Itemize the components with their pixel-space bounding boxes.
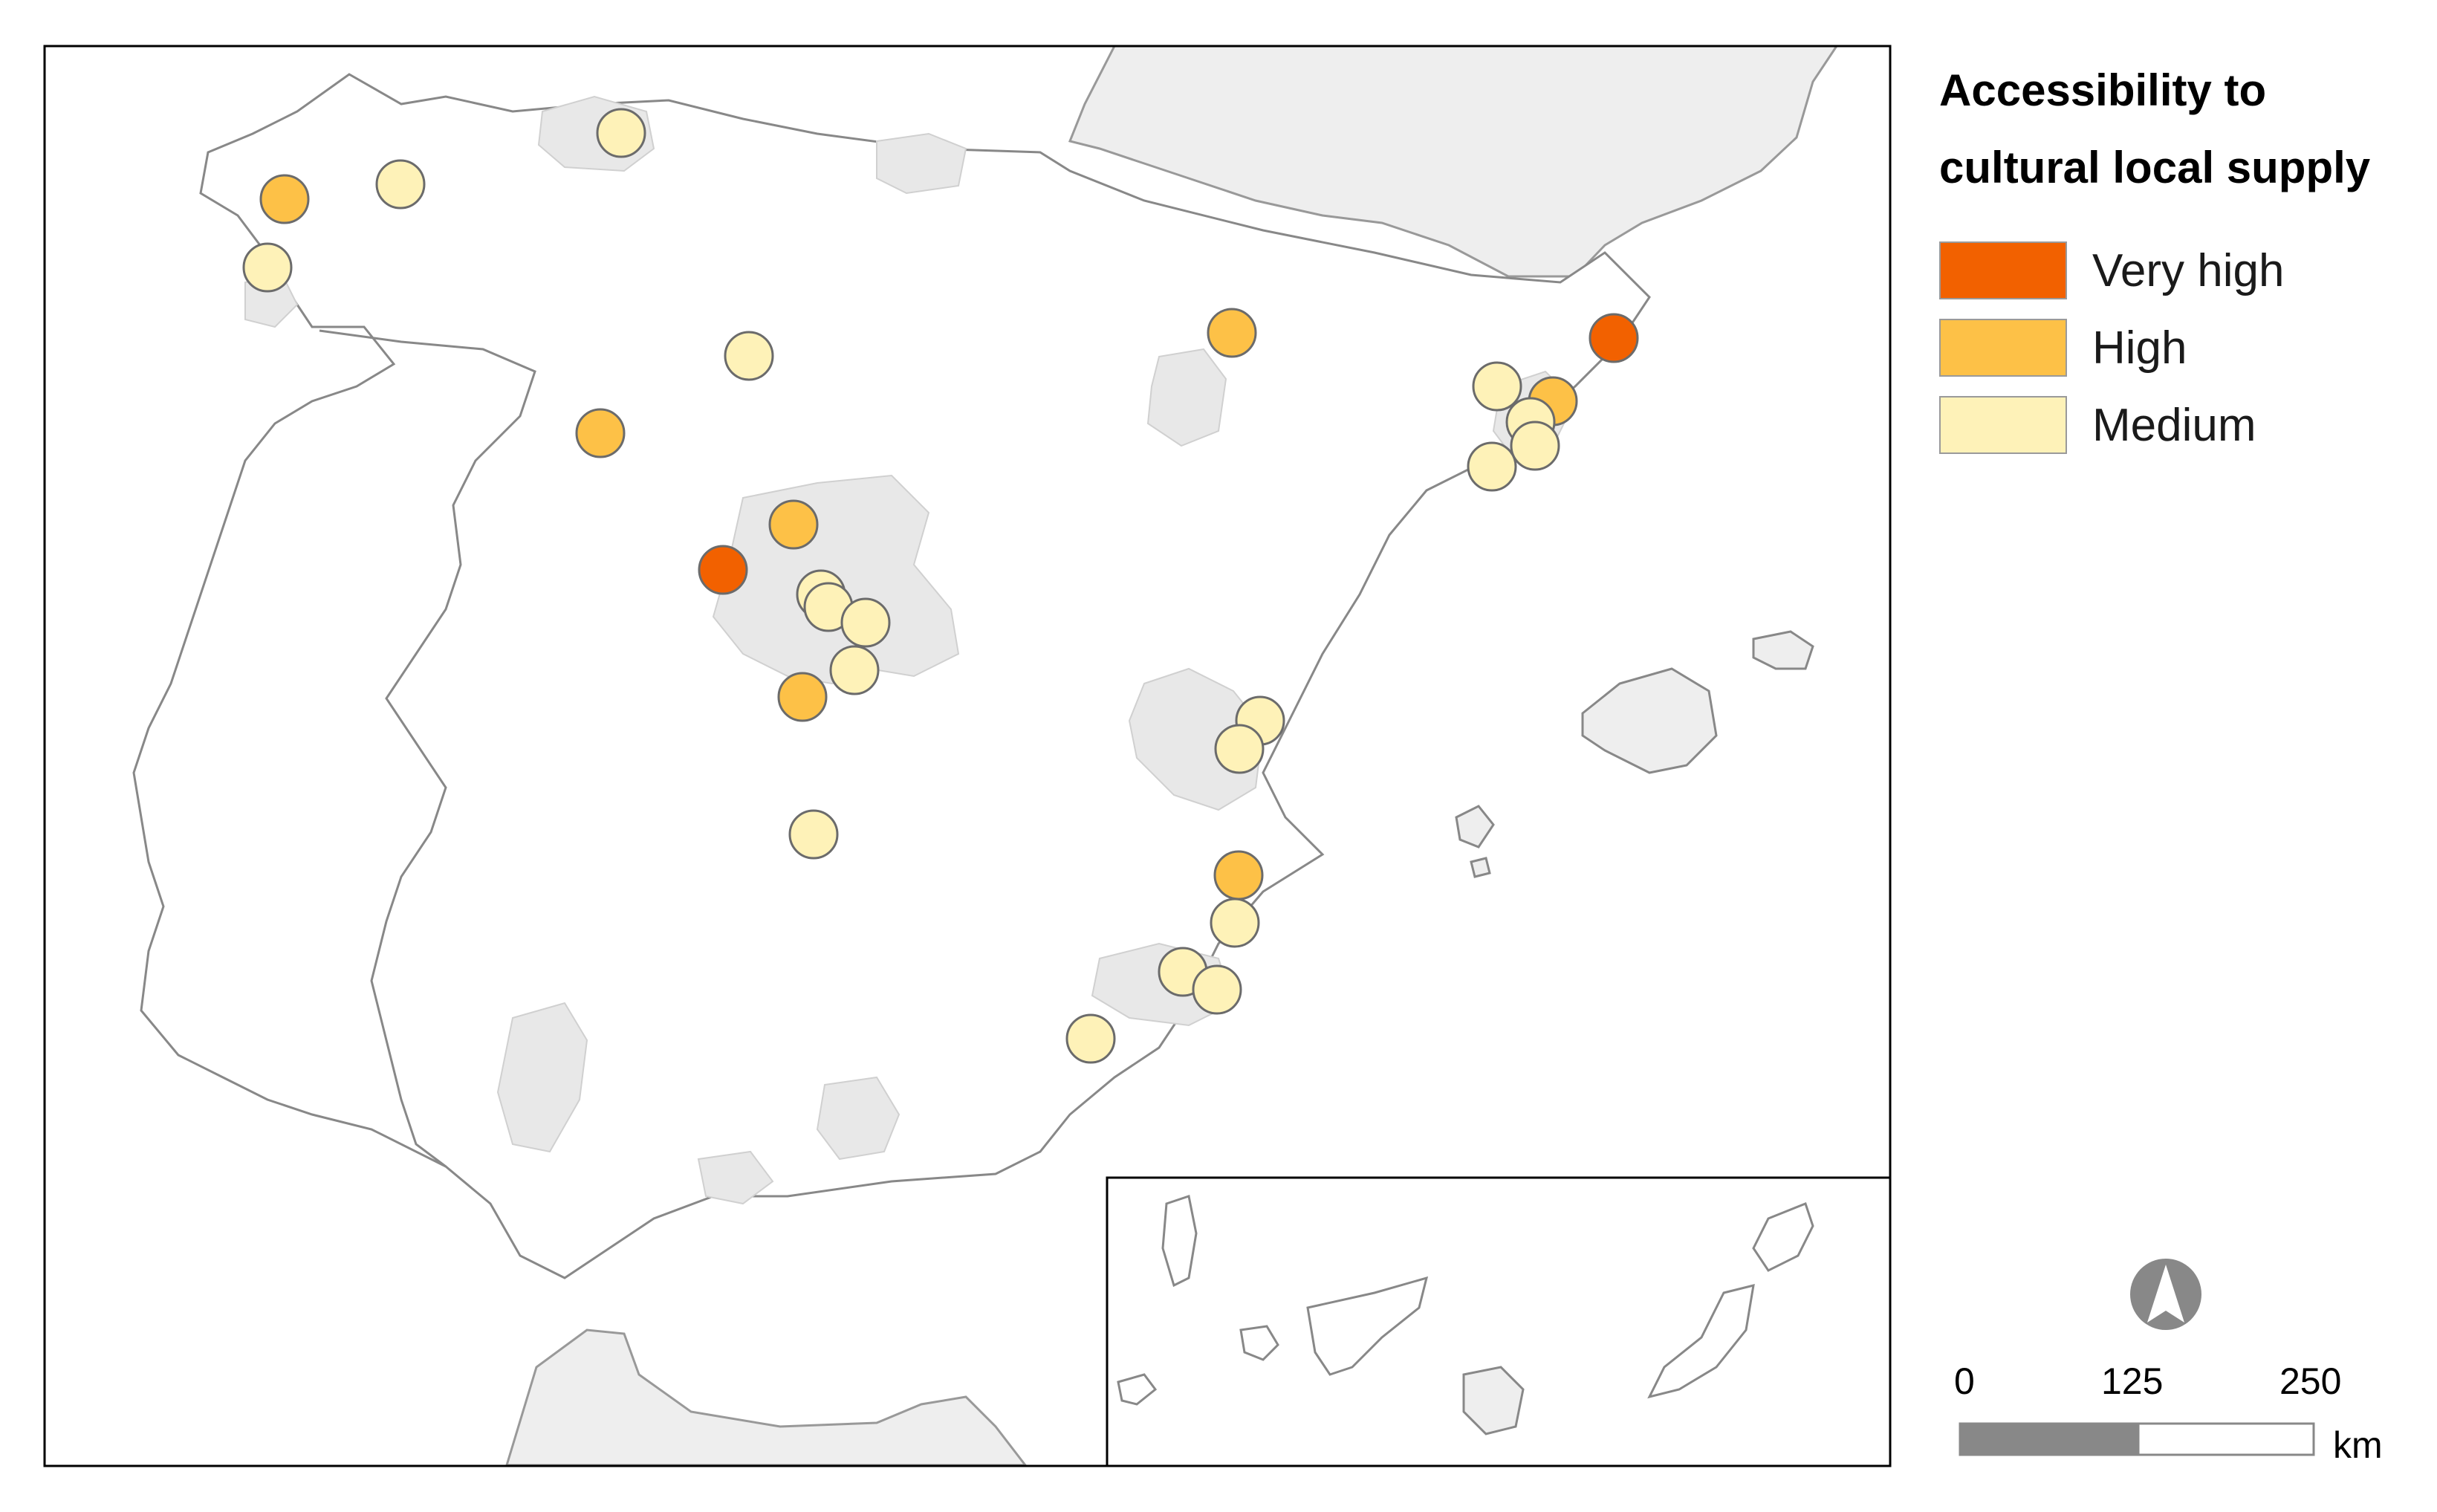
city-marker[interactable] — [1065, 1013, 1116, 1064]
legend-label: Very high — [2092, 244, 2285, 296]
scale-bar: 0 125 250 km — [1939, 1360, 2430, 1479]
gran-canaria-island — [1462, 1366, 1525, 1435]
main-map — [132, 45, 1839, 1467]
urban-area-cantabria — [876, 132, 967, 195]
city-marker[interactable] — [768, 499, 819, 550]
legend-label: High — [2092, 322, 2187, 374]
urban-area-malaga — [697, 1150, 774, 1205]
tenerife-island — [1306, 1276, 1429, 1376]
legend-item-medium: Medium — [1939, 392, 2430, 458]
city-markers — [242, 108, 1639, 1064]
city-marker[interactable] — [777, 672, 828, 722]
legend-title-line2: cultural local supply — [1939, 143, 2371, 192]
lanzarote-island — [1752, 1202, 1814, 1272]
city-marker[interactable] — [1192, 964, 1242, 1015]
la-gomera-island — [1239, 1325, 1279, 1361]
scale-label-250: 250 — [2279, 1360, 2342, 1402]
legend: Accessibility to cultural local supply V… — [1939, 52, 2430, 470]
city-marker[interactable] — [840, 597, 891, 648]
formentera-island — [1470, 857, 1491, 878]
city-marker[interactable] — [259, 174, 310, 224]
france-land — [1068, 45, 1839, 278]
city-marker[interactable] — [788, 809, 839, 860]
legend-title-line1: Accessibility to — [1939, 65, 2267, 115]
portugal-border — [319, 329, 536, 1168]
fuerteventura-island — [1647, 1283, 1755, 1399]
north-arrow-icon — [2130, 1259, 2201, 1330]
el-hierro-island — [1117, 1373, 1158, 1406]
morocco-land — [504, 1328, 1028, 1467]
city-marker[interactable] — [1210, 898, 1260, 948]
city-marker[interactable] — [698, 545, 748, 595]
la-palma-island — [1161, 1195, 1198, 1288]
map-frame — [43, 45, 1892, 1467]
urban-area-seville — [496, 1002, 588, 1153]
city-marker[interactable] — [829, 645, 880, 695]
legend-swatch — [1939, 396, 2067, 454]
scale-bar-graphic — [1959, 1422, 2315, 1456]
city-marker[interactable] — [575, 408, 626, 458]
city-marker[interactable] — [1214, 724, 1265, 774]
city-marker[interactable] — [242, 242, 293, 293]
city-marker[interactable] — [1472, 361, 1522, 412]
ibiza-island — [1455, 805, 1495, 849]
urban-area-valencia — [1128, 667, 1265, 811]
city-marker[interactable] — [1207, 308, 1257, 358]
canary-islands-inset — [1106, 1176, 1892, 1467]
legend-title: Accessibility to cultural local supply — [1939, 52, 2430, 207]
iberian-peninsula — [132, 73, 1651, 1279]
legend-swatch — [1939, 241, 2067, 299]
city-marker[interactable] — [1589, 313, 1639, 363]
scale-label-0: 0 — [1954, 1360, 1975, 1402]
city-marker[interactable] — [375, 159, 426, 210]
city-marker[interactable] — [596, 108, 646, 158]
legend-item-very-high: Very high — [1939, 238, 2430, 303]
city-marker[interactable] — [1213, 850, 1264, 901]
city-marker[interactable] — [1510, 421, 1560, 471]
city-marker[interactable] — [1467, 441, 1517, 492]
legend-swatch — [1939, 319, 2067, 377]
urban-area-granada — [816, 1076, 901, 1161]
city-marker[interactable] — [724, 331, 774, 381]
urban-area-zaragoza — [1146, 348, 1227, 447]
scale-label-125: 125 — [2101, 1360, 2164, 1402]
menorca-island — [1752, 630, 1814, 670]
legend-item-high: High — [1939, 315, 2430, 380]
legend-label: Medium — [2092, 399, 2256, 451]
scale-unit: km — [2333, 1424, 2383, 1466]
mallorca-island — [1581, 667, 1718, 774]
